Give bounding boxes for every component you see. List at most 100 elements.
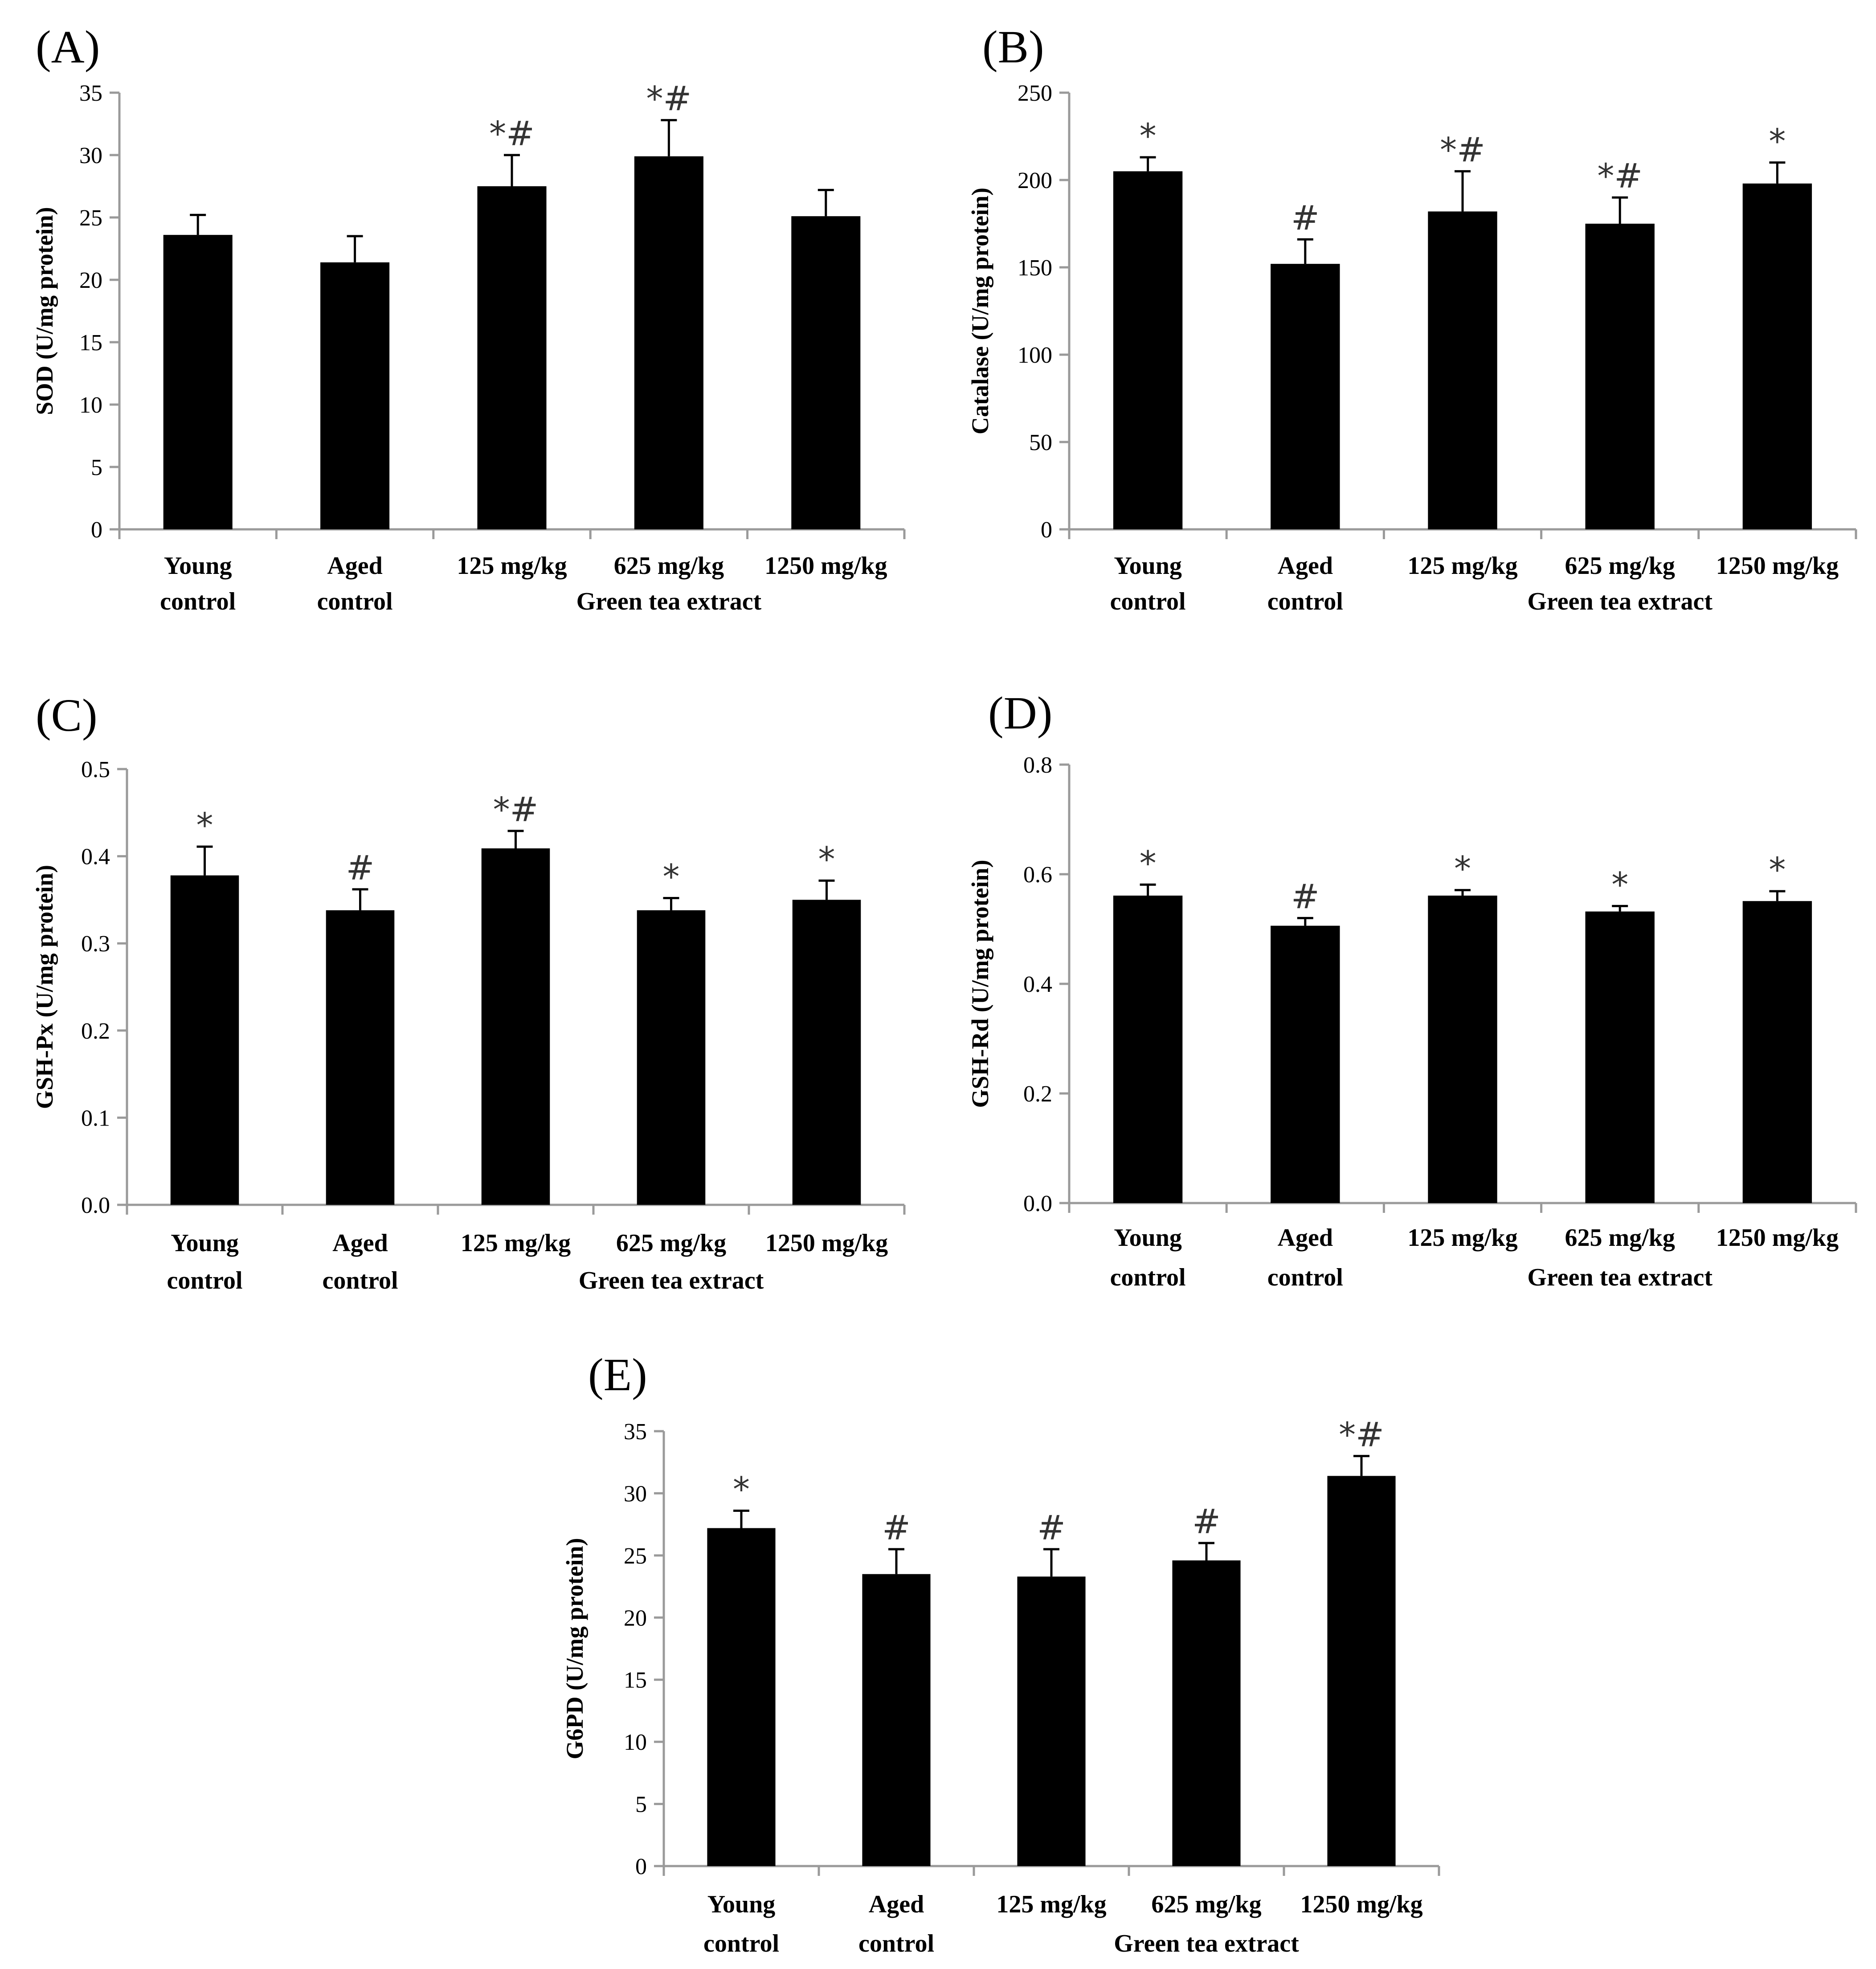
panel-label: (A) xyxy=(36,21,100,73)
y-tick-label: 0.4 xyxy=(1023,972,1052,997)
category-label: 125 mg/kg xyxy=(1407,1224,1517,1252)
significance-mark: # xyxy=(882,1508,911,1547)
y-tick-label: 0.0 xyxy=(81,1193,110,1218)
bar xyxy=(1017,1576,1086,1866)
significance-mark: * xyxy=(1140,843,1157,883)
group-label: Green tea extract xyxy=(576,588,762,615)
y-tick-label: 0.3 xyxy=(81,931,110,957)
category-label: 1250 mg/kg xyxy=(1300,1891,1422,1918)
bar xyxy=(1113,171,1183,529)
y-tick-label: 10 xyxy=(79,393,102,418)
category-label: control xyxy=(167,1267,242,1294)
y-tick-label: 250 xyxy=(1018,81,1052,106)
significance-mark: * xyxy=(196,805,213,845)
bar xyxy=(477,186,547,529)
panel-label: (B) xyxy=(982,21,1044,73)
bar xyxy=(792,900,861,1205)
y-tick-label: 0.2 xyxy=(1023,1081,1052,1107)
y-tick-label: 10 xyxy=(624,1730,647,1755)
significance-mark: # xyxy=(1192,1502,1221,1541)
group-label: Green tea extract xyxy=(1527,1264,1713,1291)
bar xyxy=(320,262,390,529)
bar xyxy=(707,1528,776,1866)
category-label: control xyxy=(317,588,393,615)
category-label: control xyxy=(322,1267,398,1294)
chart-panel: (A) 0 5 10 15 20 25 30 35 SOD (U/mg protein) Young… xyxy=(31,21,906,615)
y-tick-label: 0.8 xyxy=(1023,753,1052,778)
y-tick-label: 0 xyxy=(635,1854,647,1879)
significance-mark: # xyxy=(346,848,375,888)
significance-mark: *# xyxy=(1597,156,1643,196)
category-label: 1250 mg/kg xyxy=(764,552,887,580)
panel-label: (E) xyxy=(588,1349,647,1400)
y-tick-label: 0.6 xyxy=(1023,862,1052,888)
bar xyxy=(1113,895,1183,1203)
significance-mark: * xyxy=(663,856,680,896)
y-tick-label: 50 xyxy=(1029,430,1052,455)
category-label: control xyxy=(858,1930,934,1957)
y-tick-label: 30 xyxy=(624,1481,647,1506)
y-tick-label: 0 xyxy=(91,517,102,543)
y-tick-label: 0.0 xyxy=(1023,1191,1052,1216)
group-label: Green tea extract xyxy=(579,1267,764,1294)
bar xyxy=(862,1574,931,1866)
bar xyxy=(326,910,395,1205)
category-label: 625 mg/kg xyxy=(1151,1891,1261,1918)
y-axis-label: G6PD (U/mg protein) xyxy=(561,1538,588,1760)
category-label: 625 mg/kg xyxy=(1565,552,1675,580)
y-axis-label: SOD (U/mg protein) xyxy=(31,207,58,415)
bar xyxy=(481,848,550,1205)
y-tick-label: 25 xyxy=(79,205,102,231)
significance-mark: # xyxy=(1291,876,1320,916)
category-label: control xyxy=(703,1930,779,1957)
significance-mark: *# xyxy=(1440,130,1485,169)
bar xyxy=(791,216,861,529)
group-label: Green tea extract xyxy=(1114,1930,1299,1957)
category-label: control xyxy=(160,588,236,615)
chart-panel: (B) 0 50 100 150 200 250 Catalase (U/mg protein… xyxy=(967,21,1857,615)
significance-mark: * xyxy=(1140,116,1157,156)
category-label: 125 mg/kg xyxy=(457,552,567,580)
significance-mark: * xyxy=(818,839,835,879)
category-label: control xyxy=(1267,588,1343,615)
significance-mark: *# xyxy=(489,114,535,153)
y-tick-label: 20 xyxy=(624,1605,647,1631)
category-label: control xyxy=(1110,1264,1186,1291)
category-label: Young xyxy=(707,1891,776,1918)
significance-mark: * xyxy=(1769,121,1786,161)
panel-label: (D) xyxy=(988,688,1052,739)
significance-mark: # xyxy=(1291,198,1320,237)
y-tick-label: 200 xyxy=(1018,168,1052,193)
category-label: Aged xyxy=(332,1229,388,1257)
bar xyxy=(1742,183,1812,530)
y-tick-label: 15 xyxy=(79,330,102,356)
y-tick-label: 100 xyxy=(1018,343,1052,368)
category-label: Aged xyxy=(869,1891,924,1918)
category-label: 625 mg/kg xyxy=(614,552,724,580)
y-tick-label: 0.4 xyxy=(81,844,110,870)
category-label: 1250 mg/kg xyxy=(1716,552,1839,580)
category-label: 625 mg/kg xyxy=(1565,1224,1675,1252)
bar xyxy=(1327,1476,1396,1866)
panel-label: (C) xyxy=(36,690,98,741)
category-label: Aged xyxy=(1278,552,1333,580)
y-tick-label: 35 xyxy=(624,1419,647,1445)
y-axis-label: GSH-Px (U/mg protein) xyxy=(31,865,58,1109)
significance-mark: *# xyxy=(1339,1415,1384,1454)
y-tick-label: 0.1 xyxy=(81,1105,110,1131)
category-label: 125 mg/kg xyxy=(996,1891,1106,1918)
bar xyxy=(1172,1560,1241,1866)
y-tick-label: 15 xyxy=(624,1668,647,1693)
category-label: control xyxy=(1110,588,1186,615)
bar xyxy=(1271,925,1340,1203)
y-tick-label: 20 xyxy=(79,268,102,293)
bar xyxy=(1742,901,1812,1203)
category-label: 625 mg/kg xyxy=(616,1229,726,1257)
bar xyxy=(1585,224,1655,529)
bar xyxy=(634,156,703,529)
significance-mark: *# xyxy=(646,79,692,119)
chart-panel: (E) 0 5 10 15 20 25 30 35 G6PD (U/mg protein) * You… xyxy=(561,1349,1440,1957)
category-label: control xyxy=(1267,1264,1343,1291)
significance-mark: * xyxy=(1454,849,1471,888)
significance-mark: *# xyxy=(493,790,539,829)
